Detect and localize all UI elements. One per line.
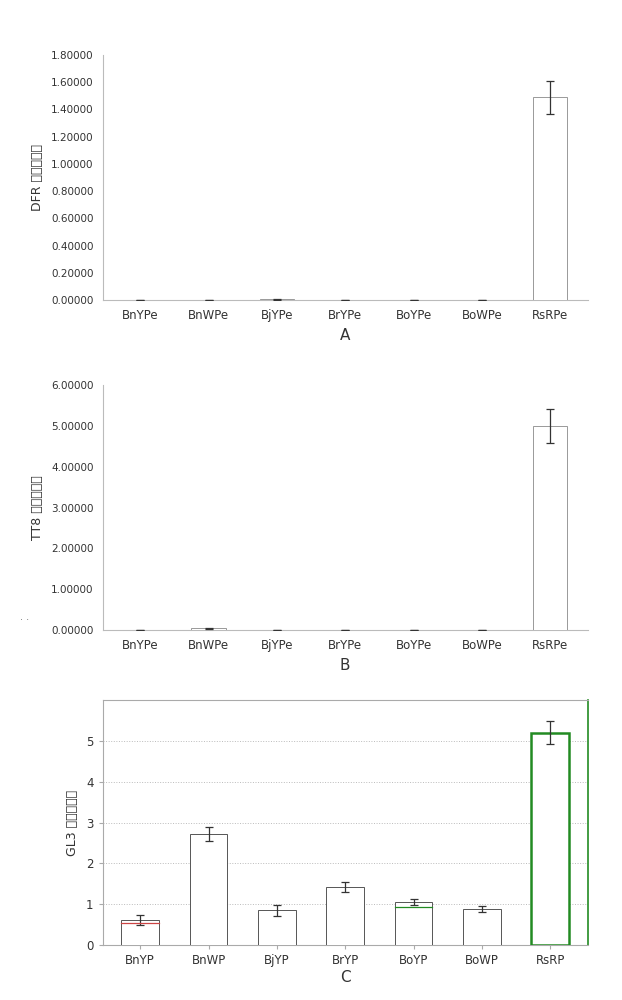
Text: . .: . . [21, 612, 29, 622]
Bar [192, 628, 226, 630]
Bar [395, 902, 432, 945]
Text: B: B [340, 658, 350, 673]
Bar [258, 910, 295, 945]
Text: C: C [340, 970, 351, 985]
Y-axis label: TT8 基因表达量: TT8 基因表达量 [31, 475, 44, 540]
Text: A: A [340, 328, 350, 343]
Y-axis label: DFR 基因表达量: DFR 基因表达量 [31, 144, 44, 211]
Bar [533, 97, 567, 300]
Bar [531, 733, 569, 945]
Bar [190, 834, 227, 945]
Bar [327, 887, 364, 945]
Bar [463, 909, 501, 945]
Bar [533, 426, 567, 630]
Bar [121, 920, 159, 945]
Y-axis label: GL3 基因表达量: GL3 基因表达量 [66, 789, 79, 856]
